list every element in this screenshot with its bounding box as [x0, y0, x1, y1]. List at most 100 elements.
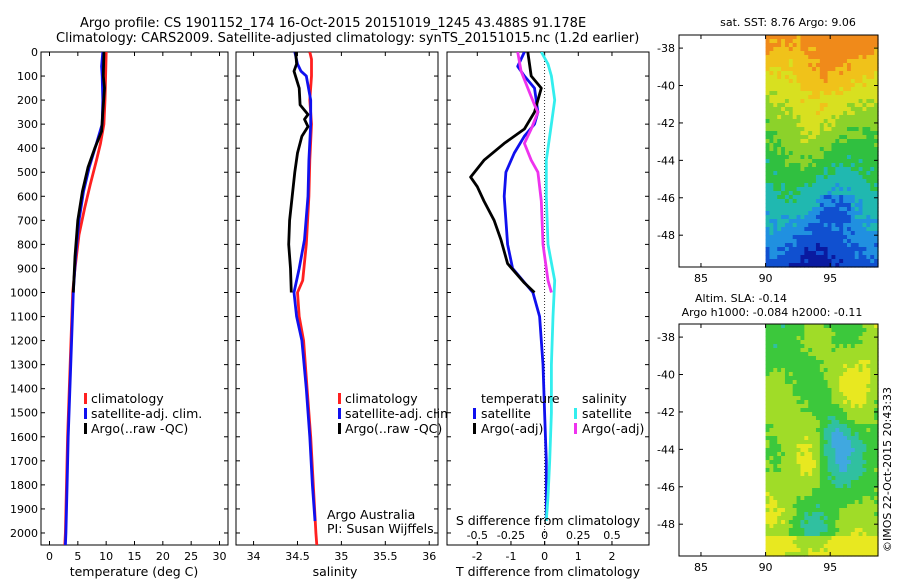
heat-cell	[843, 428, 848, 433]
heat-cell	[874, 107, 879, 112]
heat-cell	[812, 432, 817, 437]
heat-cell	[866, 472, 871, 477]
heat-cell	[858, 151, 864, 156]
heat-cell	[796, 255, 802, 260]
heat-cell	[792, 468, 798, 473]
heat-cell	[784, 55, 790, 60]
heat-cell	[858, 195, 864, 200]
heat-cell	[784, 199, 790, 204]
heat-cell	[788, 352, 794, 357]
heat-cell	[870, 87, 875, 92]
heat-cell	[796, 247, 802, 252]
lat-tick-label: -48	[657, 229, 675, 242]
heat-cell	[874, 151, 879, 156]
heat-cell	[862, 488, 867, 493]
heat-cell	[792, 504, 798, 509]
heat-cell	[831, 103, 836, 108]
heat-cell	[831, 404, 836, 409]
heat-cell	[804, 408, 809, 413]
heat-cell	[812, 179, 817, 184]
heat-cell	[769, 496, 774, 501]
heat-cell	[812, 376, 817, 381]
heat-cell	[831, 356, 836, 361]
heat-cell	[866, 107, 871, 112]
s-tick-label: -0.5	[467, 529, 488, 542]
heat-cell	[831, 75, 836, 80]
heat-cell	[765, 348, 771, 353]
heat-cell	[769, 163, 774, 168]
heat-cell	[792, 199, 798, 204]
heat-cell	[858, 191, 864, 196]
heat-cell	[784, 548, 790, 553]
heat-cell	[773, 111, 778, 116]
heat-cell	[781, 508, 786, 513]
heat-cell	[870, 95, 875, 100]
heat-cell	[792, 215, 798, 220]
heat-cell	[800, 119, 805, 124]
heat-cell	[765, 480, 771, 485]
heat-cell	[781, 115, 786, 120]
heat-cell	[827, 520, 833, 525]
heat-cell	[823, 263, 829, 268]
heat-cell	[846, 127, 852, 132]
heat-cell	[792, 368, 798, 373]
heat-cell	[792, 516, 798, 521]
heat-cell	[870, 203, 875, 208]
heat-cell	[812, 115, 817, 120]
heat-cell	[862, 352, 867, 357]
heat-cell	[823, 259, 829, 264]
heat-cell	[843, 516, 848, 521]
heat-cell	[823, 384, 829, 389]
heat-cell	[870, 159, 875, 164]
heat-cell	[839, 263, 844, 268]
heat-cell	[773, 496, 778, 501]
heat-cell	[812, 227, 817, 232]
heat-cell	[843, 396, 848, 401]
heat-cell	[866, 452, 871, 457]
heat-cell	[777, 95, 782, 100]
heat-cell	[781, 59, 786, 64]
heat-cell	[858, 512, 864, 517]
heat-cell	[831, 147, 836, 152]
heat-cell	[862, 384, 867, 389]
heat-cell	[808, 496, 813, 501]
heat-cell	[846, 247, 852, 252]
temperature-axes-frame	[40, 51, 229, 546]
heat-cell	[874, 67, 879, 72]
heat-cell	[784, 251, 790, 256]
heat-cell	[823, 151, 829, 156]
heat-cell	[792, 528, 798, 533]
heat-cell	[854, 67, 860, 72]
heat-cell	[866, 368, 871, 373]
heat-cell	[808, 536, 813, 541]
heat-cell	[765, 416, 771, 421]
heat-cell	[850, 424, 856, 429]
depth-tick-label: 0	[31, 46, 38, 59]
heat-cell	[769, 91, 774, 96]
heat-cell	[862, 115, 867, 120]
heat-cell	[858, 364, 864, 369]
heat-cell	[854, 432, 860, 437]
heat-cell	[850, 243, 856, 248]
heat-cell	[835, 376, 840, 381]
heat-cell	[823, 508, 829, 513]
heat-cell	[874, 516, 879, 521]
heat-cell	[874, 392, 879, 397]
heat-cell	[850, 251, 856, 256]
heat-cell	[792, 448, 798, 453]
heat-cell	[823, 540, 829, 545]
heat-cell	[862, 95, 867, 100]
heat-cell	[858, 332, 864, 337]
heat-cell	[839, 452, 844, 457]
heat-cell	[784, 472, 790, 477]
heat-cell	[846, 187, 852, 192]
heat-cell	[835, 107, 840, 112]
heat-cell	[854, 364, 860, 369]
heat-cell	[862, 396, 867, 401]
heat-cell	[854, 179, 860, 184]
heat-cell	[792, 155, 798, 160]
heat-cell	[808, 444, 813, 449]
heat-cell	[870, 171, 875, 176]
heat-cell	[773, 488, 778, 493]
